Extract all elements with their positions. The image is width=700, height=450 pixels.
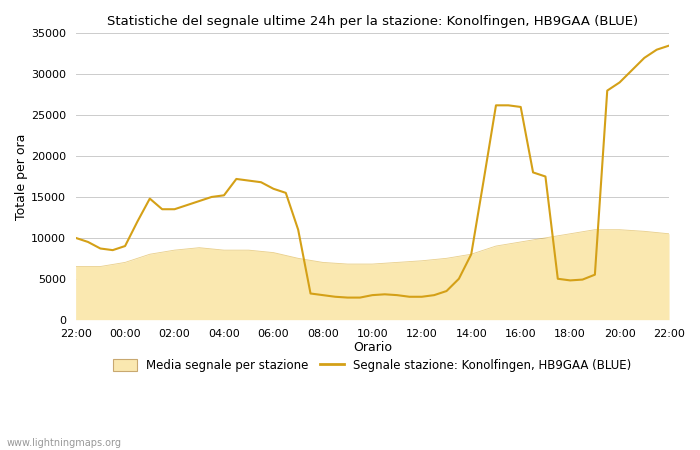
Y-axis label: Totale per ora: Totale per ora (15, 133, 28, 220)
Legend: Media segnale per stazione, Segnale stazione: Konolfingen, HB9GAA (BLUE): Media segnale per stazione, Segnale staz… (108, 354, 636, 377)
X-axis label: Orario: Orario (353, 341, 392, 354)
Title: Statistiche del segnale ultime 24h per la stazione: Konolfingen, HB9GAA (BLUE): Statistiche del segnale ultime 24h per l… (107, 15, 638, 28)
Text: www.lightningmaps.org: www.lightningmaps.org (7, 438, 122, 448)
